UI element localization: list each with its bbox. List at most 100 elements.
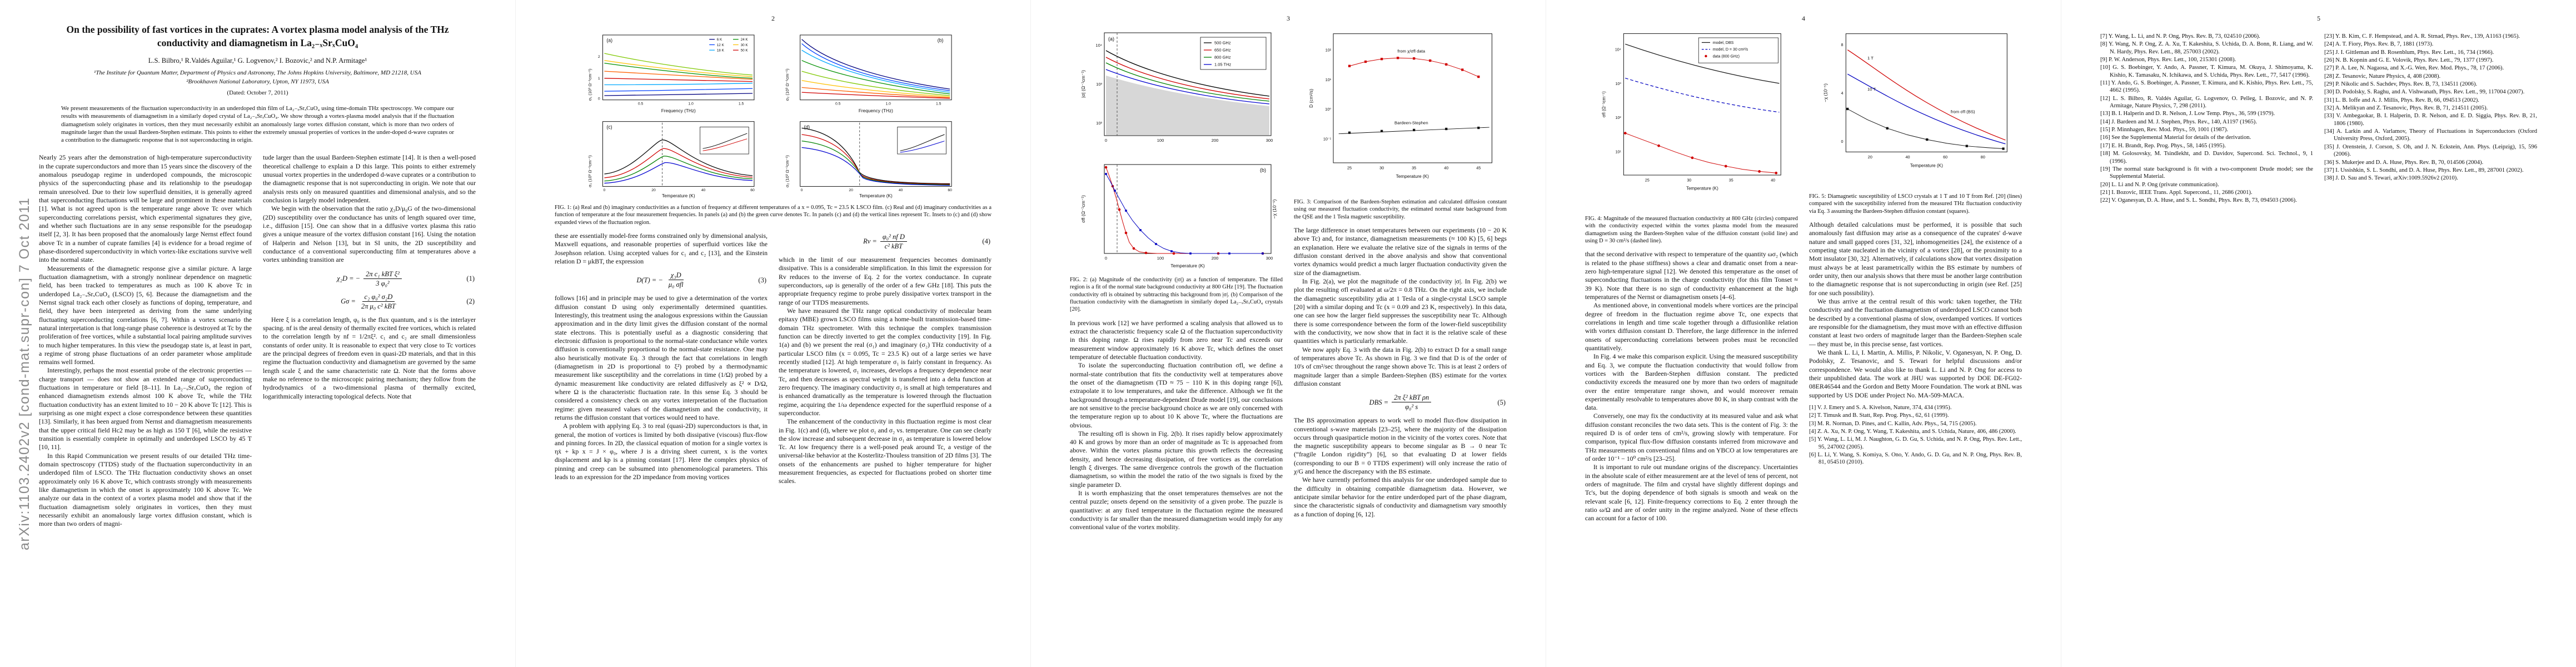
arxiv-watermark: arXiv:1103.2402v2 [cond-mat.supr-con] 7 … xyxy=(17,197,32,550)
body-paragraph: The enhancement of the conductivity in t… xyxy=(779,417,991,485)
svg-text:1.05 THz: 1.05 THz xyxy=(1214,62,1232,67)
date-line: (Dated: October 7, 2011) xyxy=(227,89,288,97)
page-5: 5 [7] Y. Wang, L. Li, and N. P. Ong, Phy… xyxy=(2061,0,2576,667)
svg-text:300: 300 xyxy=(1265,256,1273,261)
fig2-ylabel-b: σfl (Ω⁻¹cm⁻¹) xyxy=(1080,195,1086,223)
fig5-inferred-label: from σfl (BS) xyxy=(1950,109,1975,115)
svg-text:60: 60 xyxy=(1943,155,1947,160)
reference-item: [23] Y. B. Kim, C. F. Hempstead, and A. … xyxy=(2324,33,2520,39)
acknowledgments: We thank L. Li, I. Martin, A. Millis, P.… xyxy=(1809,348,2022,399)
equation-2: Gσ = c₂ φ₀² σ₂D 2π μ₀ c² kBT (2) xyxy=(341,292,475,310)
svg-text:0: 0 xyxy=(598,97,600,101)
page1-column-right: tude larger than the usual Bardeen-Steph… xyxy=(263,153,476,601)
body-paragraph: tude larger than the usual Bardeen-Steph… xyxy=(263,153,476,204)
svg-text:30 K: 30 K xyxy=(741,43,749,47)
reference-item: [31] L. B. Ioffe and A. J. Millis, Phys.… xyxy=(2324,97,2479,103)
fig3-bs-label: Bardeen-Stephen xyxy=(1394,120,1428,125)
svg-text:10⁻¹: 10⁻¹ xyxy=(1323,136,1331,141)
page-number-4: 4 xyxy=(1802,14,1805,22)
fig1-ylabel-s2-d: σ₂ (10³ Ω⁻¹cm⁻¹) xyxy=(785,155,790,187)
svg-text:0: 0 xyxy=(1104,256,1107,261)
svg-text:100: 100 xyxy=(1157,256,1164,261)
equation-3: D(T) = − χ₃D μ₀ σfl (3) xyxy=(636,271,766,289)
svg-text:40: 40 xyxy=(1905,155,1910,160)
figure-5-plot: 1 T 10 T from σfl (BS) 8 4 0 20 40 60 80… xyxy=(1823,33,2007,168)
svg-text:10⁰: 10⁰ xyxy=(1325,107,1331,112)
page4-column-right: 1 T 10 T from σfl (BS) 8 4 0 20 40 60 80… xyxy=(1809,28,2022,640)
reference-item: [25] J. I. Gittleman and B. Rosenblum, P… xyxy=(2324,49,2494,56)
fig4-ylabel: σfl (Ω⁻¹cm⁻¹) xyxy=(1601,91,1606,117)
svg-text:6 K: 6 K xyxy=(717,38,723,42)
body-paragraph: The BS approximation appears to work wel… xyxy=(1294,416,1507,476)
body-paragraph: It is important to rule out mundane orig… xyxy=(1585,463,1798,522)
affiliation-1: ¹The Institute for Quantum Matter, Depar… xyxy=(94,69,421,77)
body-paragraph: We now apply Eq. 3 with the data in Fig.… xyxy=(1294,345,1507,387)
reference-item: [30] D. Podolsky, S. Raghu, and A. Vishw… xyxy=(2324,89,2525,96)
body-paragraph: Measurements of the diamagnetic response… xyxy=(39,264,252,366)
fig2-chi-markers xyxy=(1104,173,1264,255)
fig3-data-markers xyxy=(1348,57,1479,78)
page3-column-left: 500 GHz 650 GHz 800 GHz 1.05 THz (a) 10⁴… xyxy=(1070,28,1283,640)
reference-item: [33] V. Ambegaokar, B. I. Halperin, D. R… xyxy=(2324,113,2537,127)
fig4-xlabel: Temperature (K) xyxy=(1686,186,1718,191)
reference-item: [19] The normal state background is fit … xyxy=(2100,166,2313,180)
reference-item: [8] Y. Wang, N. P. Ong, Z. A. Xu, T. Kak… xyxy=(2100,41,2313,55)
fig4-data-markers xyxy=(1623,132,1777,175)
abstract: We present measurements of the fluctuati… xyxy=(61,105,454,144)
reference-item: [28] Z. Tesanovic, Nature Physics, 4, 40… xyxy=(2324,73,2441,79)
reference-item: [3] M. R. Norman, D. Pines, and C. Kalli… xyxy=(1809,420,1977,427)
fig1-xlabel-freq: Frequency (THz) xyxy=(661,108,696,113)
body-paragraph: To isolate the superconducting fluctuati… xyxy=(1070,361,1283,429)
svg-text:0.5: 0.5 xyxy=(638,102,644,106)
reference-item: [36] S. Mukerjee and D. A. Huse, Phys. R… xyxy=(2324,159,2484,166)
figure-1-plot: (a) 6 K 12 K 18 K 24 K 30 K 50 K 0.5 1.0… xyxy=(587,34,952,198)
svg-text:10⁴: 10⁴ xyxy=(1095,43,1102,48)
figure-3-caption: FIG. 3: Comparison of the Bardeen-Stephe… xyxy=(1294,199,1507,220)
reference-item: [10] G. S. Boebinger, Y. Ando, A. Passne… xyxy=(2100,64,2313,78)
reference-item: [12] L. S. Bilbro, R. Valdés Aguilar, G.… xyxy=(2100,95,2313,109)
svg-text:0: 0 xyxy=(801,188,803,192)
reference-item: [7] Y. Wang, L. Li, and N. P. Ong, Phys.… xyxy=(2100,33,2260,39)
equation-5: DBS = 2π ξ² kBT ρn φ₀² s (5) xyxy=(1369,394,1506,411)
figure-4-plot: model, DBS model, D = 30 cm²/s data (800… xyxy=(1601,33,1781,191)
svg-text:80: 80 xyxy=(1980,155,1985,160)
fig1-ylabel-s1: σ₁ (10³ Ω⁻¹cm⁻¹) xyxy=(587,68,592,101)
figure-2: 500 GHz 650 GHz 800 GHz 1.05 THz (a) 10⁴… xyxy=(1070,28,1283,313)
fig1-panel-c: (c) 0 20 40 60 Temperature (K) σ₁ (10³ Ω… xyxy=(587,121,755,198)
fig2-sigma-markers xyxy=(1104,166,1264,255)
fig5-markers xyxy=(1846,107,2005,150)
page5-column-right: [23] Y. B. Kim, C. F. Hempstead, and A. … xyxy=(2324,33,2537,640)
page-number-2: 2 xyxy=(771,14,775,22)
equation-1: χ₂D = − 2π c₁ kBT ξ² 3 φ₀² (1) xyxy=(337,270,475,287)
fig1-ylabel-s2: σ₂ (10³ Ω⁻¹cm⁻¹) xyxy=(785,68,790,101)
reference-item: [9] P. W. Anderson, Phys. Rev. Lett., 10… xyxy=(2100,57,2236,63)
svg-text:0.5: 0.5 xyxy=(835,102,841,106)
svg-text:2: 2 xyxy=(598,55,600,59)
figure-3: from χ/σfl data Bardeen-Stephen 10² 10¹ … xyxy=(1294,28,1507,221)
fig3-ylabel: D (cm²/s) xyxy=(1309,89,1314,108)
reference-item: [24] A. T. Fiory, Phys. Rev. B, 7, 1881 … xyxy=(2324,41,2434,48)
fig5-1t-label: 1 T xyxy=(1867,56,1874,61)
body-paragraph: In Fig. 2(a), we plot the magnitude of t… xyxy=(1294,277,1507,345)
reference-list-start: [1] V. J. Emery and S. A. Kivelson, Natu… xyxy=(1809,404,2022,466)
svg-text:35: 35 xyxy=(1412,166,1416,171)
page5-column-left: [7] Y. Wang, L. Li, and N. P. Ong, Phys.… xyxy=(2100,33,2313,640)
fig2-panel-b: (b) 0 100 200 300 Temperature (K) σfl (Ω… xyxy=(1080,164,1277,268)
body-paragraph: A problem with applying Eq. 3 to real (q… xyxy=(555,422,768,481)
fig5-ylabel: −χ (10⁻⁵) xyxy=(1823,83,1828,102)
svg-text:24 K: 24 K xyxy=(741,38,749,42)
fig1-ylabel-s1-c: σ₁ (10³ Ω⁻¹cm⁻¹) xyxy=(587,155,592,187)
body-paragraph: As mentioned above, in conventional mode… xyxy=(1585,301,1798,352)
reference-item: [14] J. Bardeen and M. J. Stephen, Phys.… xyxy=(2100,118,2257,125)
figure-4: model, DBS model, D = 30 cm²/s data (800… xyxy=(1585,28,1798,245)
svg-text:10²: 10² xyxy=(1325,48,1331,53)
svg-text:60: 60 xyxy=(948,188,952,192)
body-paragraph: Although detailed calculations must be p… xyxy=(1809,220,2022,297)
body-paragraph: that the second derivative with respect … xyxy=(1585,250,1798,301)
svg-text:40: 40 xyxy=(1771,178,1775,182)
svg-text:10²: 10² xyxy=(1096,121,1102,126)
svg-text:4: 4 xyxy=(1841,91,1843,96)
fig3-bs-markers xyxy=(1348,126,1479,134)
svg-text:model, D = 30 cm²/s: model, D = 30 cm²/s xyxy=(1712,47,1748,52)
